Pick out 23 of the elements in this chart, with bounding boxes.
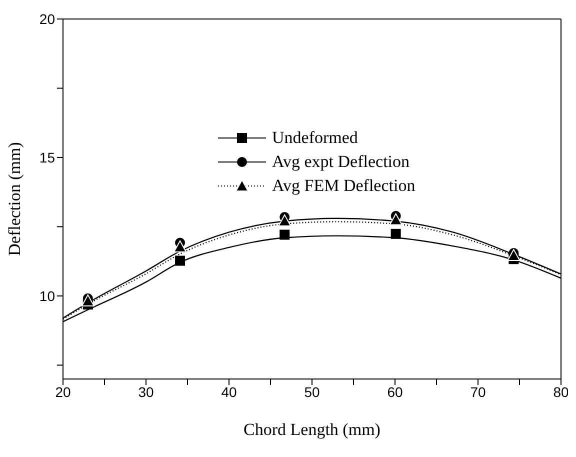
legend-label: Avg expt Deflection bbox=[272, 152, 410, 172]
y-tick-label: 15 bbox=[39, 149, 56, 166]
point bbox=[174, 240, 187, 252]
y-axis-title: Deflection (mm) bbox=[5, 142, 24, 256]
point bbox=[175, 256, 186, 266]
legend-label: Undeformed bbox=[272, 128, 358, 148]
y-tick-label: 20 bbox=[39, 10, 56, 27]
y-tick-label: 10 bbox=[39, 288, 56, 304]
legend-label: Avg FEM Deflection bbox=[272, 176, 416, 196]
point bbox=[278, 214, 292, 226]
x-tick-label: 80 bbox=[553, 384, 569, 400]
x-tick-label: 40 bbox=[221, 384, 237, 400]
point bbox=[390, 228, 401, 239]
x-tick-label: 70 bbox=[470, 384, 486, 400]
point bbox=[280, 230, 290, 240]
x-tick-label: 20 bbox=[55, 384, 71, 400]
point bbox=[507, 248, 520, 261]
point bbox=[81, 294, 94, 306]
x-tick-label: 50 bbox=[304, 384, 320, 400]
x-tick-label: 30 bbox=[138, 384, 154, 400]
point bbox=[389, 213, 402, 226]
x-axis-title: Chord Length (mm) bbox=[244, 420, 380, 439]
x-tick-label: 60 bbox=[387, 384, 403, 400]
